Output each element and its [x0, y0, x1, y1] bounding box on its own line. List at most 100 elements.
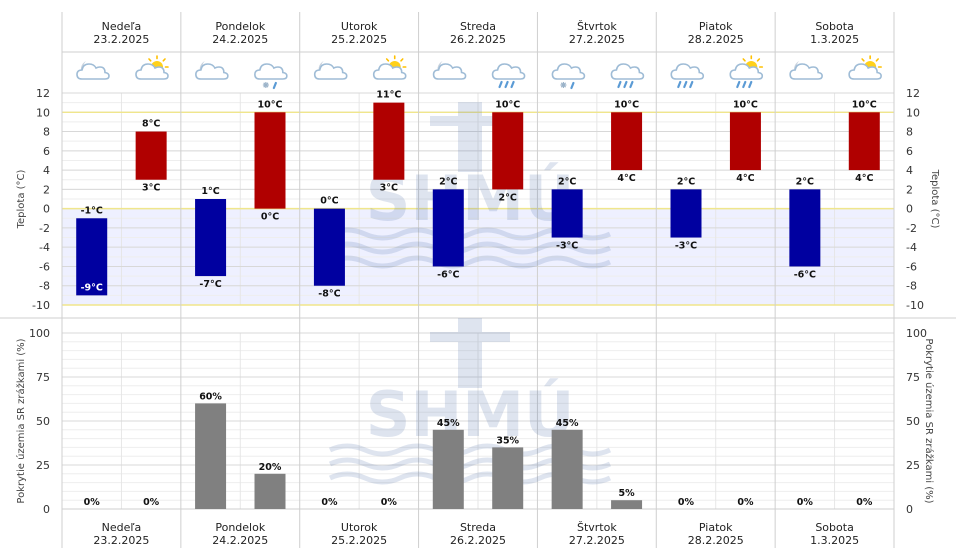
day-name-header: Štvrtok [577, 20, 617, 33]
temp-high-label: 10°C [852, 99, 877, 110]
temp-high-label: 2°C [558, 176, 576, 187]
temp-tick-right: 8 [906, 126, 913, 139]
precip-tick-right: 100 [906, 327, 927, 340]
precip-label: 0% [84, 497, 101, 508]
precip-tick-left: 0 [43, 503, 50, 516]
snow-cloud-icon [254, 63, 288, 90]
temp-bar-day [135, 131, 167, 180]
sun-cloudy-icon [372, 55, 407, 80]
day-date-header: 25.2.2025 [331, 33, 387, 46]
precip-label: 0% [856, 497, 873, 508]
temp-low-label: -3°C [556, 241, 578, 252]
precip-label: 20% [259, 462, 282, 473]
day-name-header: Piatok [699, 20, 733, 33]
temp-tick-right: 2 [906, 183, 913, 196]
temp-low-label: -3°C [675, 241, 697, 252]
temp-high-label: 2°C [677, 176, 695, 187]
precip-bar [254, 473, 286, 509]
precip-label: 0% [737, 497, 754, 508]
temp-tick-right: -8 [906, 280, 917, 293]
precip-label: 0% [143, 497, 160, 508]
temp-tick-left: -2 [39, 222, 50, 235]
precip-bar [492, 447, 524, 509]
temp-tick-left: -4 [39, 241, 50, 254]
temp-high-label: 10°C [258, 99, 283, 110]
day-date-header: 28.2.2025 [688, 33, 744, 46]
day-date-header: 26.2.2025 [450, 33, 506, 46]
day-date-header: 23.2.2025 [93, 33, 149, 46]
temp-tick-right: -4 [906, 241, 917, 254]
temp-high-label: 10°C [733, 99, 758, 110]
day-name-header: Sobota [815, 20, 853, 33]
day-name-header: Utorok [341, 20, 378, 33]
day-name-footer: Štvrtok [577, 521, 617, 534]
precip-bar [432, 429, 464, 509]
temp-bar-day [373, 102, 405, 180]
temp-tick-right: 10 [906, 106, 920, 119]
temp-tick-right: -2 [906, 222, 917, 235]
temp-bar-day [848, 112, 880, 171]
temp-low-label: -8°C [318, 289, 340, 300]
temp-tick-left: 12 [36, 87, 50, 100]
day-name-footer: Utorok [341, 521, 378, 534]
temp-high-label: 1°C [201, 186, 219, 197]
night-cloudy-icon [195, 61, 229, 80]
temp-high-label: 2°C [439, 176, 457, 187]
temp-low-label: -6°C [437, 269, 459, 280]
day-name-footer: Sobota [815, 521, 853, 534]
temp-tick-left: 8 [43, 126, 50, 139]
temp-tick-right: -6 [906, 260, 917, 273]
temp-high-label: -1°C [81, 205, 103, 216]
temp-tick-left: 4 [43, 164, 50, 177]
shmu-watermark: SHMÚ [328, 318, 612, 485]
precip-label: 60% [199, 391, 222, 402]
day-date-footer: 25.2.2025 [331, 534, 387, 547]
temp-high-label: 2°C [796, 176, 814, 187]
temp-bar-night [789, 189, 821, 267]
precip-label: 0% [797, 497, 814, 508]
temp-bar-day [729, 112, 761, 171]
temp-high-label: 11°C [376, 90, 401, 101]
day-date-header: 24.2.2025 [212, 33, 268, 46]
temp-tick-left: 6 [43, 145, 50, 158]
temp-tick-left: 0 [43, 203, 50, 216]
precip-tick-right: 75 [906, 371, 920, 384]
temp-tick-left: -10 [32, 299, 50, 312]
temp-tick-left: -6 [39, 260, 50, 273]
temp-tick-right: 0 [906, 203, 913, 216]
temp-tick-left: 2 [43, 183, 50, 196]
precip-tick-left: 75 [36, 371, 50, 384]
precip-label: 5% [619, 488, 636, 499]
precip-label: 45% [437, 418, 460, 429]
day-name-header: Streda [460, 20, 496, 33]
day-name-header: Nedeľa [102, 20, 142, 33]
precip-axis-title-right: Pokrytie územia SR zrážkami (%) [923, 338, 935, 503]
precip-tick-right: 0 [906, 503, 913, 516]
temp-high-label: 0°C [320, 196, 338, 207]
precip-tick-left: 50 [36, 415, 50, 428]
temp-tick-left: -8 [39, 280, 50, 293]
temp-tick-right: 12 [906, 87, 920, 100]
precip-bar [611, 500, 643, 509]
temp-low-label: 4°C [855, 173, 873, 184]
temp-low-label: 4°C [736, 173, 754, 184]
shmu-watermark: SHMÚ [328, 102, 612, 269]
night-cloudy-icon [432, 61, 467, 80]
precip-bar [551, 429, 583, 509]
day-name-footer: Piatok [699, 521, 733, 534]
temp-bar-day [611, 112, 643, 171]
day-name-header: Pondelok [215, 20, 265, 33]
day-date-header: 1.3.2025 [810, 33, 859, 46]
temp-low-label: 3°C [142, 183, 160, 194]
temp-bar-night [195, 199, 227, 277]
night-cloudy-icon [789, 61, 823, 80]
day-name-footer: Streda [460, 521, 496, 534]
day-name-footer: Nedeľa [102, 521, 142, 534]
precip-label: 0% [381, 497, 398, 508]
temp-low-label: -6°C [794, 269, 816, 280]
temp-low-label: 4°C [617, 173, 635, 184]
temp-axis-title-right: Teplota (°C) [929, 169, 940, 229]
day-date-footer: 1.3.2025 [810, 534, 859, 547]
temp-low-label: 3°C [380, 183, 398, 194]
